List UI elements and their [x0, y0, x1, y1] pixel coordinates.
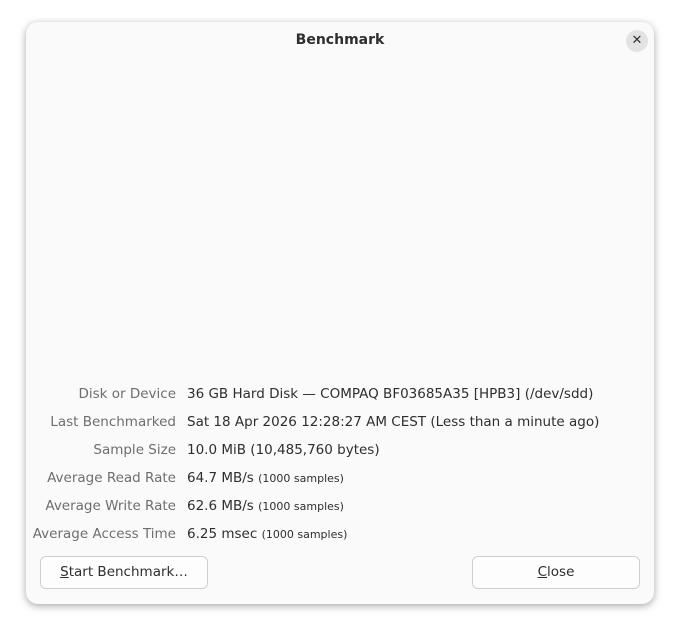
info-note: (1000 samples) [258, 500, 344, 513]
dialog: Benchmark ✕ Disk or Device 36 GB Hard Dis… [26, 22, 654, 604]
info-value: 36 GB Hard Disk — COMPAQ BF03685A35 [HPB… [187, 386, 594, 402]
close-button[interactable]: Close [472, 556, 640, 589]
info-value-group: Sat 18 Apr 2026 12:28:27 AM CEST (Less t… [187, 414, 599, 430]
info-note: (1000 samples) [261, 528, 348, 541]
info-value: 62.6 MB/s [187, 498, 254, 514]
info-row: Sample Size 10.0 MiB (10,485,760 bytes) [26, 442, 654, 462]
info-value: 6.25 msec [187, 526, 258, 542]
info-value-group: 62.6 MB/s (1000 samples) [187, 498, 344, 514]
info-value: 64.7 MB/s [187, 470, 254, 486]
start-benchmark-button[interactable]: Start Benchmark… [40, 556, 208, 589]
info-value-group: 36 GB Hard Disk — COMPAQ BF03685A35 [HPB… [187, 386, 593, 402]
info-label: Sample Size [93, 442, 176, 458]
info-value-group: 10.0 MiB (10,485,760 bytes) [187, 442, 380, 458]
info-label: Average Access Time [32, 526, 176, 542]
info-row: Average Access Time 6.25 msec (1000 sampl… [26, 526, 654, 546]
info-value-group: 64.7 MB/s (1000 samples) [187, 470, 344, 486]
info-row: Disk or Device 36 GB Hard Disk — COMPAQ B… [26, 386, 654, 406]
info-label: Average Write Rate [45, 498, 176, 514]
info-row: Average Write Rate 62.6 MB/s (1000 sample… [26, 498, 654, 518]
info-value-group: 6.25 msec (1000 samples) [187, 526, 347, 542]
info-label: Disk or Device [78, 386, 176, 402]
info-label: Average Read Rate [47, 470, 176, 486]
info-value: 10.0 MiB (10,485,760 bytes) [187, 442, 380, 458]
window-title: Benchmark [295, 32, 385, 48]
info-note: (1000 samples) [258, 472, 344, 485]
info-label: Last Benchmarked [50, 414, 176, 430]
info-row: Average Read Rate 64.7 MB/s (1000 samples… [26, 470, 654, 490]
info-row: Last Benchmarked Sat 18 Apr 2026 12:28:27… [26, 414, 654, 434]
info-value: Sat 18 Apr 2026 12:28:27 AM CEST (Less t… [187, 414, 600, 430]
close-icon-button[interactable]: ✕ [626, 30, 648, 52]
